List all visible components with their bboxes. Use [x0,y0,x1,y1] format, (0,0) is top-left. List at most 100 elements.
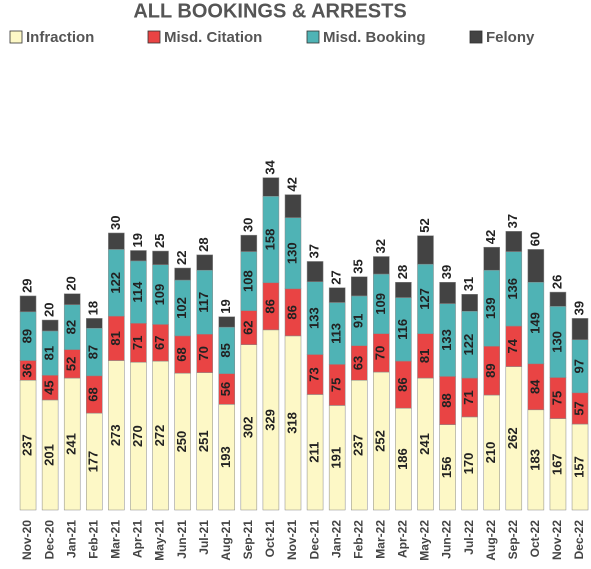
legend-label: Infraction [26,29,94,46]
x-tick-label: Jun-21 [175,520,189,559]
value-label: 25 [152,234,167,248]
value-label: 133 [307,307,322,329]
value-label: 34 [262,159,277,174]
x-tick-label: Aug-21 [219,520,233,561]
value-label: 108 [240,270,255,292]
legend-label: Misd. Booking [323,29,426,46]
value-label: 18 [86,301,101,315]
bar-segment [417,235,434,265]
value-label: 22 [174,251,189,265]
value-label: 302 [240,416,255,438]
x-tick-label: Sep-22 [506,520,520,560]
value-label: 39 [571,301,586,315]
bar-segment [262,177,280,197]
x-tick-label: Oct-22 [528,520,542,558]
bar-segment [19,295,37,313]
value-label: 29 [19,278,34,292]
legend: Infraction Misd. Citation Misd. Booking Fel… [9,29,535,46]
value-label: 273 [108,424,123,446]
value-label: 157 [571,456,586,478]
value-label: 113 [329,323,344,344]
bar-segment [108,232,125,250]
bar-segment [86,318,103,329]
x-tick-label: Jan-21 [64,520,78,558]
x-tick-label: Sep-21 [241,520,255,560]
value-label: 37 [505,214,520,228]
value-label: 81 [417,349,432,363]
value-label: 156 [439,456,454,478]
value-label: 158 [262,229,277,251]
value-label: 89 [483,363,498,377]
x-tick-label: Mar-21 [109,520,123,559]
bar-segment [306,261,324,282]
bar-segment [218,316,236,328]
x-tick-label: Nov-20 [20,520,34,560]
x-tick-label: Mar-22 [373,520,387,559]
bar-segment [196,254,213,271]
value-label: 122 [108,272,123,294]
value-label: 67 [152,336,167,350]
value-label: 82 [64,320,79,334]
value-label: 252 [373,430,388,452]
x-tick-label: Dec-22 [572,520,586,560]
value-label: 86 [284,305,299,319]
value-label: 71 [461,390,476,404]
value-label: 241 [417,433,432,455]
value-label: 68 [174,347,189,361]
value-label: 272 [152,425,167,447]
bar-segment [527,249,545,283]
value-label: 191 [329,447,344,469]
value-label: 329 [262,409,277,431]
bar-segment [439,281,456,304]
bar-segment [350,276,368,297]
legend-label: Misd. Citation [164,29,262,46]
value-label: 193 [218,446,233,468]
value-label: 28 [395,265,410,279]
x-tick-label: Jul-21 [197,520,211,555]
bar-segment [63,293,81,305]
bar-segment [549,291,567,307]
bar-segment [328,287,346,303]
legend-swatch [306,30,320,44]
value-label: 133 [439,329,454,351]
x-tick-label: Apr-22 [396,520,410,558]
bar-segment [152,250,169,265]
x-tick-label: Nov-21 [285,520,299,560]
value-label: 87 [86,345,101,359]
value-label: 70 [196,346,211,360]
x-tick-label: Feb-22 [351,520,365,559]
bar-segment [505,231,523,252]
value-label: 36 [19,363,34,377]
bar-segment [284,194,302,218]
x-tick-label: Oct-21 [263,520,277,558]
value-label: 109 [373,293,388,315]
value-label: 52 [417,218,432,232]
x-tick-label: Jan-22 [329,520,343,558]
value-label: 60 [527,232,542,246]
value-label: 30 [240,218,255,232]
value-label: 114 [130,281,145,303]
value-label: 68 [86,387,101,401]
x-tick-label: Feb-21 [86,520,100,559]
value-label: 91 [351,314,366,328]
value-label: 73 [307,367,322,381]
value-label: 74 [505,338,520,353]
bar-segment [240,234,258,252]
value-label: 32 [373,239,388,253]
value-label: 201 [42,444,57,466]
value-label: 183 [527,449,542,471]
x-tick-label: Nov-22 [550,520,564,560]
value-label: 70 [373,346,388,360]
value-label: 89 [19,329,34,343]
value-label: 81 [42,346,57,360]
value-label: 42 [483,230,498,244]
x-tick-label: Dec-20 [42,520,56,560]
value-label: 86 [262,299,277,313]
value-label: 102 [174,297,189,319]
bar-segment [130,250,147,262]
legend-label: Felony [486,29,535,46]
value-label: 262 [505,427,520,449]
x-tick-label: May-21 [153,520,167,561]
